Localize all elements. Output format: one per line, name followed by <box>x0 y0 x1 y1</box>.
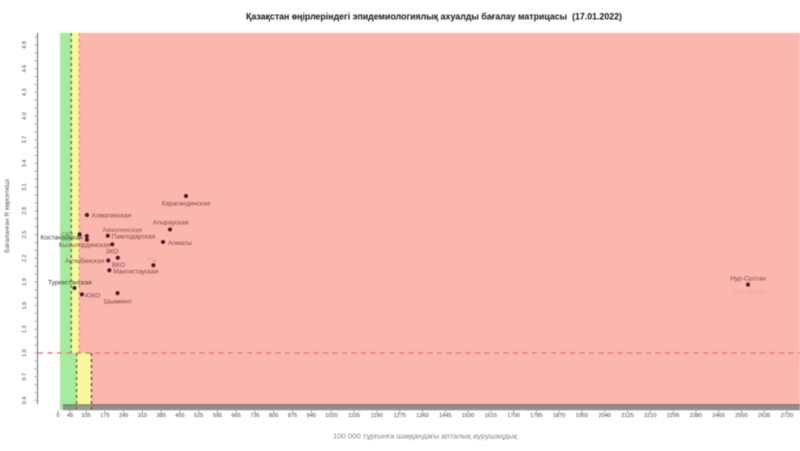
svg-text:385: 385 <box>157 413 166 419</box>
svg-text:Акмолинская: Акмолинская <box>103 227 143 234</box>
svg-text:СКО: СКО <box>62 232 74 238</box>
svg-text:Кызылординская: Кызылординская <box>59 242 111 249</box>
svg-text:4.9: 4.9 <box>22 41 28 49</box>
svg-text:455: 455 <box>175 413 184 419</box>
svg-text:Алматинская: Алматинская <box>92 212 132 219</box>
svg-text:100 000 тұрғынға шаққандағы ап: 100 000 тұрғынға шаққандағы апталық ауру… <box>333 432 518 441</box>
svg-text:2295: 2295 <box>667 413 679 419</box>
svg-text:45: 45 <box>67 413 73 419</box>
svg-text:ЗКО: ЗКО <box>106 248 119 255</box>
svg-text:2125: 2125 <box>621 413 633 419</box>
svg-text:Алматы: Алматы <box>168 240 192 247</box>
svg-text:1275: 1275 <box>393 413 405 419</box>
svg-text:2465: 2465 <box>712 413 724 419</box>
svg-text:4.6: 4.6 <box>22 65 28 73</box>
svg-text:875: 875 <box>288 413 297 419</box>
svg-text:1.9: 1.9 <box>22 278 28 286</box>
svg-text:2210: 2210 <box>644 413 656 419</box>
svg-text:665: 665 <box>232 413 241 419</box>
svg-text:2550: 2550 <box>735 413 747 419</box>
svg-text:Шымкент: Шымкент <box>104 299 132 306</box>
svg-text:1785: 1785 <box>530 413 542 419</box>
svg-text:1190: 1190 <box>371 413 383 419</box>
svg-text:245: 245 <box>119 413 128 419</box>
svg-text:Гш: Гш <box>148 257 157 264</box>
svg-text:1020: 1020 <box>325 413 337 419</box>
svg-text:1700: 1700 <box>507 413 519 419</box>
svg-text:1870: 1870 <box>553 413 565 419</box>
svg-text:1360: 1360 <box>416 413 428 419</box>
svg-text:595: 595 <box>213 413 222 419</box>
svg-text:1445: 1445 <box>439 413 451 419</box>
svg-text:ЮКО: ЮКО <box>85 292 100 299</box>
svg-text:2.8: 2.8 <box>22 207 28 215</box>
svg-text:1105: 1105 <box>348 413 360 419</box>
svg-text:1.3: 1.3 <box>22 325 28 333</box>
svg-text:2635: 2635 <box>758 413 770 419</box>
svg-text:Павлодарская: Павлодарская <box>112 234 156 241</box>
svg-text:1955: 1955 <box>576 413 588 419</box>
svg-text:0.7: 0.7 <box>22 373 28 381</box>
svg-text:1615: 1615 <box>485 413 497 419</box>
svg-text:СКО: СКО <box>62 238 74 244</box>
svg-text:2.2: 2.2 <box>22 254 28 262</box>
svg-text:2040: 2040 <box>598 413 610 419</box>
svg-text:Атырауская: Атырауская <box>153 219 189 226</box>
svg-text:ВКО: ВКО <box>112 262 125 269</box>
svg-text:Костанайская: Костанайская <box>41 234 83 242</box>
svg-text:945: 945 <box>307 413 316 419</box>
svg-text:315: 315 <box>138 413 147 419</box>
svg-text:525: 525 <box>194 413 203 419</box>
svg-text:0.4: 0.4 <box>22 397 28 405</box>
svg-text:Бағаланған R көрсеткіші: Бағаланған R көрсеткіші <box>3 179 11 252</box>
svg-text:2.5: 2.5 <box>22 231 28 239</box>
svg-text:3.1: 3.1 <box>22 183 28 191</box>
svg-text:0: 0 <box>56 413 59 419</box>
svg-text:Актюбинская: Актюбинская <box>65 257 105 265</box>
svg-text:Қазақстан өңірлеріндегі эпидем: Қазақстан өңірлеріндегі эпидемиологиялық… <box>246 12 622 22</box>
svg-text:1530: 1530 <box>462 413 474 419</box>
svg-text:Туркестанская: Туркестанская <box>48 279 92 286</box>
svg-text:Карагандинская: Карагандинская <box>162 200 211 207</box>
svg-text:3.4: 3.4 <box>22 160 28 168</box>
svg-text:735: 735 <box>250 413 259 419</box>
svg-text:4.0: 4.0 <box>22 112 28 120</box>
svg-text:1.0: 1.0 <box>22 349 28 357</box>
svg-text:175: 175 <box>100 413 109 419</box>
svg-text:2720: 2720 <box>781 413 793 419</box>
svg-text:1.6: 1.6 <box>22 302 28 310</box>
svg-text:805: 805 <box>269 413 278 419</box>
svg-text:Мангистауская: Мангистауская <box>113 269 158 276</box>
svg-text:2380: 2380 <box>690 413 702 419</box>
svg-text:105: 105 <box>81 413 90 419</box>
svg-text:Нур-Султан: Нур-Султан <box>730 275 766 282</box>
svg-text:4.3: 4.3 <box>22 88 28 96</box>
svg-text:3.7: 3.7 <box>22 136 28 144</box>
svg-text:Нур-Султан: Нур-Султан <box>734 290 767 296</box>
